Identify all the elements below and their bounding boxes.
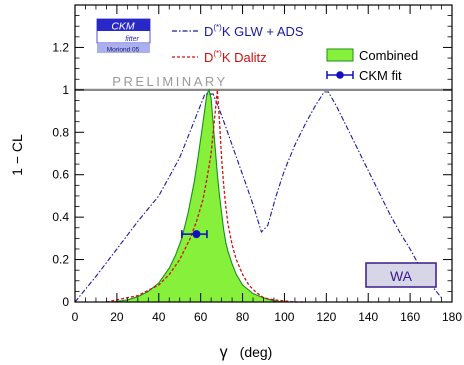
- x-tick-label: 120: [316, 310, 336, 324]
- wa-badge-box: [365, 262, 437, 288]
- x-tick-label: 180: [442, 310, 462, 324]
- axis-ticks: 0 20 40 60 80 100 120 140 160 180 0 0.2 0.4 0.6 0.8 1 1.…: [52, 5, 462, 324]
- logo-note-band: [97, 44, 150, 53]
- y-tick-label: 1.2: [52, 40, 69, 54]
- fit-marker: [192, 230, 201, 239]
- x-tick-label: 60: [194, 310, 208, 324]
- x-tick-label: 20: [110, 310, 124, 324]
- series-dalitz-line: [106, 89, 306, 303]
- x-tick-label: 40: [152, 310, 166, 324]
- y-tick-label: 0.4: [52, 210, 69, 224]
- wa-badge-text: WA: [390, 268, 413, 284]
- logo-sub-text: fitter: [125, 36, 139, 43]
- x-tick-label: 100: [274, 310, 294, 324]
- logo-band: [97, 19, 150, 31]
- series-combined-edge: [112, 88, 285, 303]
- logo-main-text: CKM: [111, 21, 135, 33]
- combined-area: [112, 89, 285, 303]
- y-tick-label: 0.6: [52, 168, 69, 182]
- ckmfitter-logo: CKM fitter Moriond 05: [96, 18, 151, 54]
- y-tick-label: 0: [62, 295, 69, 309]
- series-combined-fill: [112, 89, 285, 303]
- logo-note-text: Moriond 05: [107, 47, 140, 54]
- x-tick-label: 140: [358, 310, 378, 324]
- y-tick-label: 1: [62, 83, 69, 97]
- x-tick-label: 0: [72, 310, 79, 324]
- fit-point-group: [181, 230, 208, 239]
- y-tick-label: 0.8: [52, 125, 69, 139]
- legend-fit-marker: [336, 71, 344, 79]
- legend-dalitz-label: D(*)K Dalitz: [204, 49, 267, 65]
- legend: D(*)K GLW + ADS D(*)K Dalitz Combined CK…: [172, 23, 418, 83]
- x-axis-label: γ (deg): [220, 344, 273, 361]
- legend-combined-swatch: [326, 48, 354, 62]
- x-tick-label: 80: [236, 310, 250, 324]
- curves: [74, 88, 442, 303]
- legend-combined-label: Combined: [359, 48, 418, 63]
- x-tick-label: 160: [400, 310, 420, 324]
- y-axis-label: 1 − CL: [9, 134, 25, 176]
- legend-glw-label: D(*)K GLW + ADS: [204, 23, 304, 39]
- wa-badge: WA: [365, 262, 437, 288]
- series-glw-line: [74, 91, 442, 303]
- y-tick-label: 0.2: [52, 253, 69, 267]
- preliminary-watermark: PRELIMINARY: [112, 74, 227, 89]
- legend-fit-label: CKM fit: [359, 68, 402, 83]
